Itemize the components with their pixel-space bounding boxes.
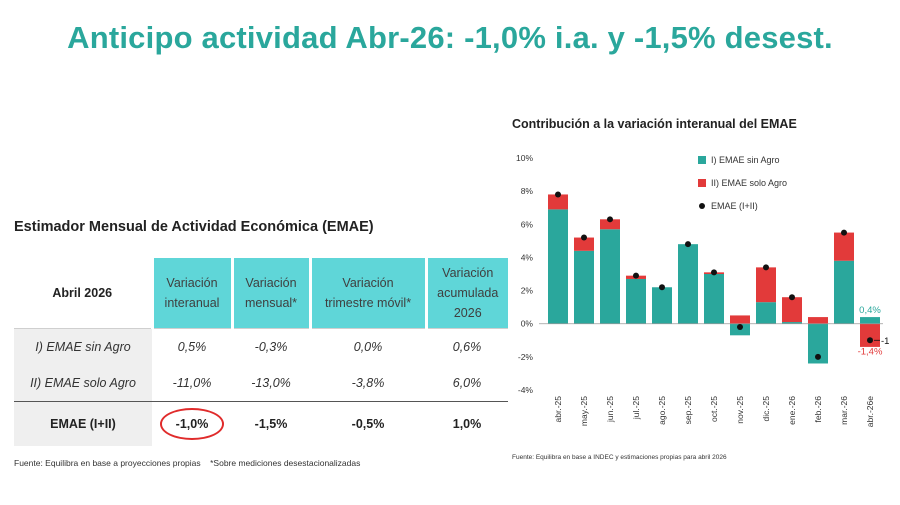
row-label: EMAE (I+II)	[14, 401, 152, 446]
bar-sin-agro	[860, 317, 880, 324]
bar-sin-agro	[626, 278, 646, 324]
bar-solo-agro	[730, 315, 750, 324]
y-tick-label: 0%	[521, 319, 534, 329]
chart-title: Contribución a la variación interanual d…	[512, 117, 797, 131]
column-header: Variación trimestre móvil*	[308, 258, 426, 329]
bar-sin-agro	[756, 302, 776, 324]
bar-sin-agro	[808, 323, 828, 364]
total-dot	[581, 234, 587, 241]
bar-sin-agro	[834, 260, 854, 324]
table-row: II) EMAE solo Agro -11,0% -13,0% -3,8% 6…	[14, 365, 508, 402]
total-dot	[685, 241, 691, 248]
table-row-header: Abril 2026	[14, 258, 152, 329]
table-title: Estimador Mensual de Actividad Económica…	[14, 219, 374, 235]
x-tick-label: sep.-25	[683, 396, 693, 425]
total-dot	[867, 337, 873, 344]
y-tick-label: 4%	[521, 252, 534, 262]
bar-sin-agro	[652, 287, 672, 324]
table-header-row: Abril 2026 Variación interanual Variación…	[14, 258, 508, 329]
bar-solo-agro	[574, 237, 594, 251]
bar-solo-agro	[600, 219, 620, 230]
table-cell: -0,5%	[310, 401, 426, 446]
bar-solo-agro	[860, 323, 880, 347]
page-title: Anticipo actividad Abr-26: -1,0% i.a. y …	[67, 20, 833, 55]
table-cell: 0,5%	[152, 328, 232, 365]
table-row-total: EMAE (I+II) -1,0% -1,5% -0,5% 1,0%	[14, 401, 508, 446]
x-tick-label: mar.-26	[839, 396, 849, 425]
y-tick-label: -2%	[518, 352, 534, 362]
x-tick-label: oct.-25	[709, 396, 719, 422]
x-tick-label: jul.-25	[631, 396, 641, 420]
total-dot	[789, 294, 795, 301]
total-dot	[711, 269, 717, 276]
x-tick-label: abr.-26e	[865, 396, 875, 427]
bar-solo-agro	[834, 232, 854, 261]
highlight-circle: -1,0%	[159, 408, 225, 440]
bar-solo-agro	[756, 267, 776, 303]
x-tick-label: may.-25	[579, 396, 589, 426]
total-dot	[841, 229, 847, 236]
bar-sin-agro	[548, 209, 568, 324]
table-cell: -1,5%	[232, 401, 310, 446]
table-cell: 1,0%	[426, 401, 508, 446]
bar-solo-agro	[808, 317, 828, 324]
table-cell: 0,6%	[426, 328, 508, 365]
y-tick-label: -4%	[518, 385, 534, 395]
legend-label: I) EMAE sin Agro	[711, 155, 780, 165]
legend-label: II) EMAE solo Agro	[711, 178, 787, 188]
y-tick-label: 10%	[516, 153, 533, 163]
bar-sin-agro	[704, 274, 724, 324]
x-tick-label: jun.-25	[605, 396, 615, 423]
y-tick-label: 2%	[521, 286, 534, 296]
row-label: II) EMAE solo Agro	[14, 365, 152, 402]
table-cell: -13,0%	[251, 376, 291, 390]
y-tick-label: 6%	[521, 219, 534, 229]
bar-sin-agro	[574, 250, 594, 324]
bar-sin-agro	[678, 244, 698, 324]
total-dot	[815, 353, 821, 360]
emae-table: Abril 2026 Variación interanual Variación…	[14, 258, 508, 446]
total-dot	[555, 191, 561, 198]
table-cell: -11,0%	[172, 376, 212, 390]
x-tick-label: abr.-25	[553, 396, 563, 423]
row-label: I) EMAE sin Agro	[14, 328, 152, 365]
column-header: Variación acumulada 2026	[424, 258, 508, 329]
column-header: Variación mensual*	[230, 258, 310, 329]
table-row: I) EMAE sin Agro 0,5% -0,3% 0,0% 0,6%	[14, 328, 508, 365]
bar-solo-agro	[782, 297, 802, 323]
table-cell: 0,0%	[310, 328, 426, 365]
legend-swatch	[698, 179, 706, 187]
x-tick-label: feb.-26	[813, 396, 823, 423]
x-tick-label: dic.-25	[761, 396, 771, 422]
x-tick-label: ene.-26	[787, 396, 797, 425]
table-cell-highlighted: -1,0%	[152, 401, 232, 446]
total-dot	[633, 272, 639, 279]
table-footnote: Fuente: Equilibra en base a proyecciones…	[14, 458, 361, 468]
annotation-solo-agro: -1,4%	[858, 346, 883, 357]
annotation-sin-agro: 0,4%	[859, 305, 881, 316]
table-cell: -3,8%	[351, 376, 385, 390]
total-dot	[763, 264, 769, 271]
bar-solo-agro	[548, 194, 568, 210]
column-header: Variación interanual	[150, 258, 232, 329]
legend-label: EMAE (I+II)	[711, 201, 758, 211]
chart-footnote: Fuente: Equilibra en base a INDEC y esti…	[512, 454, 727, 461]
legend-marker-total	[699, 203, 705, 209]
contribution-chart: -4% -2% 0% 2% 4% 6% 8% 10% abr.-25 may.-25 jun.-25…	[516, 153, 890, 427]
x-tick-label: nov.-25	[735, 396, 745, 424]
total-dot	[607, 216, 613, 223]
annotation-total: -1,0%	[881, 336, 890, 347]
x-tick-label: ago.-25	[657, 396, 667, 425]
total-dot	[737, 324, 743, 331]
y-tick-label: 8%	[521, 186, 534, 196]
total-dot	[659, 284, 665, 291]
bar-sin-agro	[600, 229, 620, 324]
table-cell: 6,0%	[452, 376, 482, 390]
bar-sin-agro	[782, 322, 802, 324]
table-cell: -0,3%	[232, 328, 310, 365]
legend-swatch	[698, 156, 706, 164]
